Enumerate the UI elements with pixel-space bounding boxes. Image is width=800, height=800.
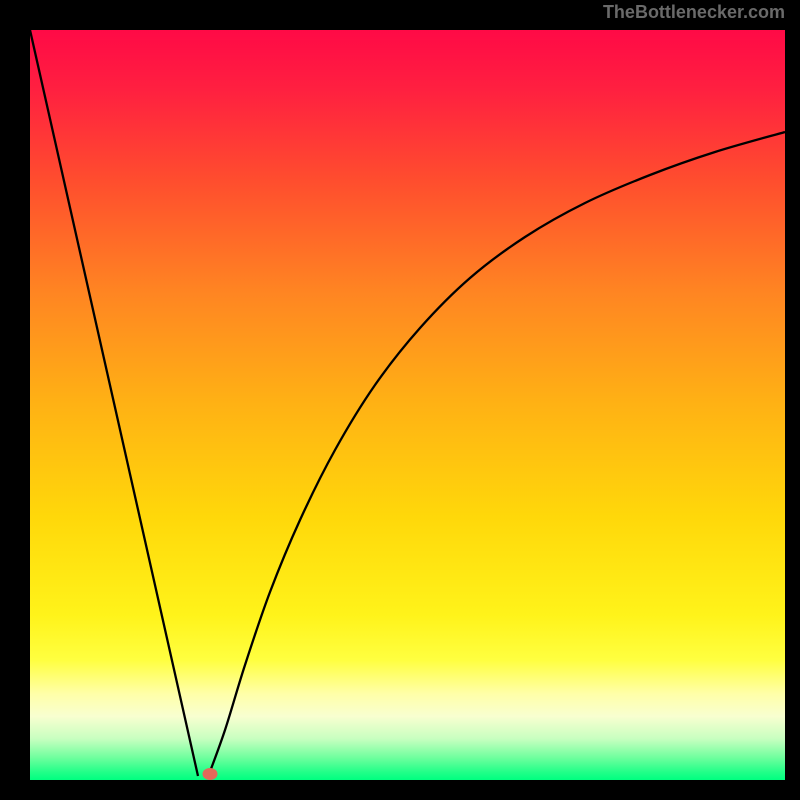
optimal-point-marker [203,768,218,780]
curve-left-segment [30,30,198,776]
watermark-text: TheBottlenecker.com [603,2,785,23]
curve-right-segment [208,132,785,777]
bottleneck-curve [30,30,785,780]
plot-area [30,30,785,780]
chart-container: TheBottlenecker.com [0,0,800,800]
